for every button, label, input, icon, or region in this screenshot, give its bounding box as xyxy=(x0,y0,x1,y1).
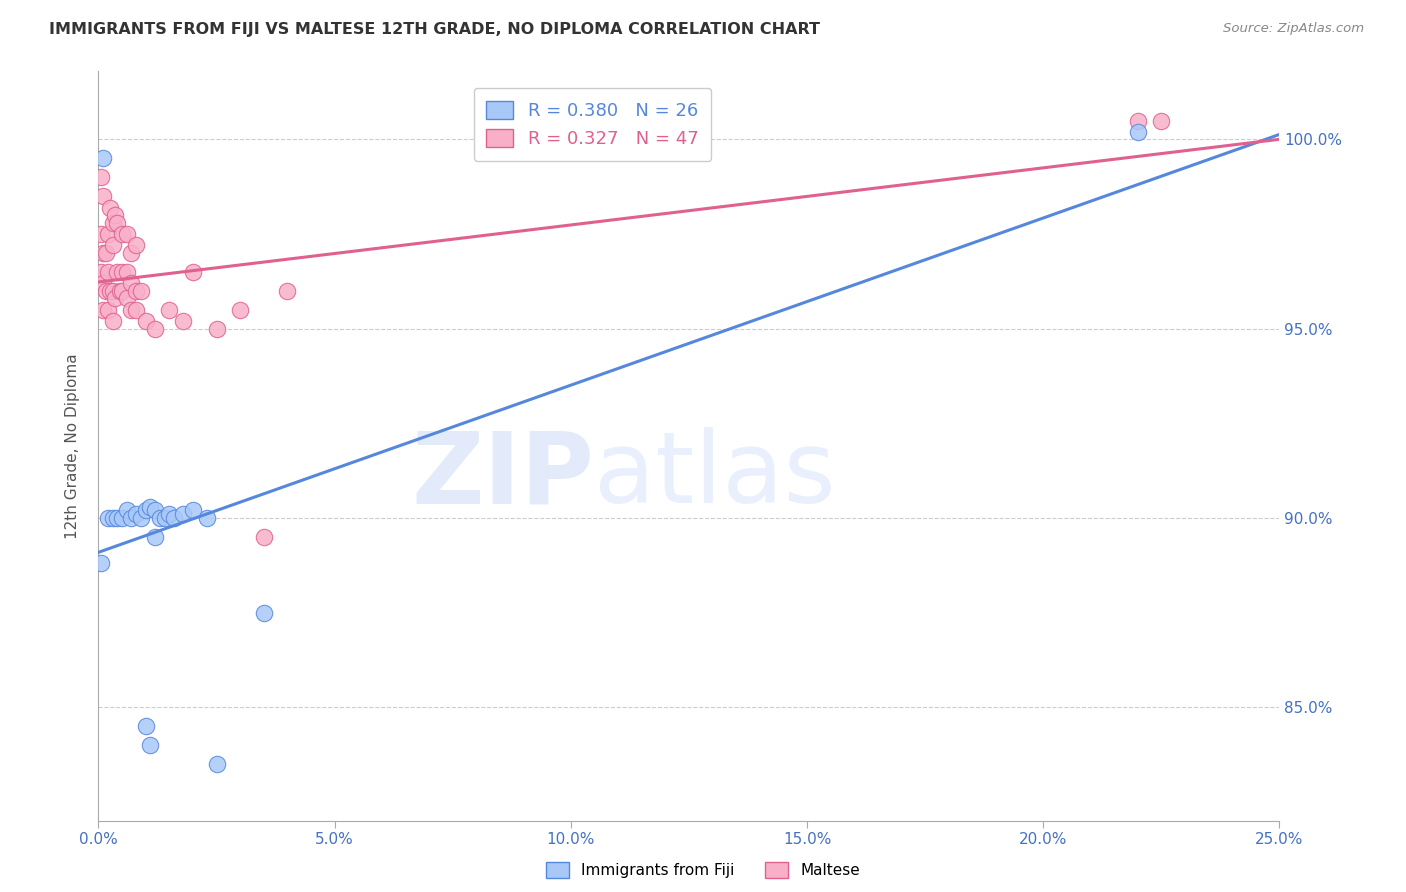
Immigrants from Fiji xyxy=(97,511,120,525)
Maltese xyxy=(253,530,276,544)
Maltese xyxy=(90,170,112,185)
Immigrants from Fiji xyxy=(129,511,152,525)
Maltese xyxy=(101,284,124,298)
Immigrants from Fiji xyxy=(139,500,162,514)
Maltese xyxy=(91,189,114,203)
Maltese xyxy=(115,292,138,306)
Text: ZIP: ZIP xyxy=(412,427,595,524)
Maltese xyxy=(105,216,128,230)
Maltese xyxy=(101,216,124,230)
Immigrants from Fiji xyxy=(135,719,157,733)
Maltese xyxy=(143,321,166,335)
Maltese xyxy=(205,321,228,335)
Immigrants from Fiji xyxy=(195,511,218,525)
Maltese xyxy=(125,238,148,252)
Maltese xyxy=(104,208,127,222)
Maltese xyxy=(91,246,114,260)
Maltese xyxy=(111,265,134,279)
Immigrants from Fiji xyxy=(143,530,166,544)
Immigrants from Fiji xyxy=(105,511,128,525)
Maltese xyxy=(157,302,180,317)
Text: IMMIGRANTS FROM FIJI VS MALTESE 12TH GRADE, NO DIPLOMA CORRELATION CHART: IMMIGRANTS FROM FIJI VS MALTESE 12TH GRA… xyxy=(49,22,820,37)
Maltese xyxy=(121,277,143,291)
Maltese xyxy=(94,284,117,298)
Maltese xyxy=(121,302,143,317)
Maltese xyxy=(1150,113,1173,128)
Maltese xyxy=(98,284,121,298)
Immigrants from Fiji xyxy=(115,503,138,517)
Immigrants from Fiji xyxy=(172,507,194,521)
Text: atlas: atlas xyxy=(595,427,837,524)
Maltese xyxy=(115,227,138,241)
Immigrants from Fiji xyxy=(111,511,134,525)
Immigrants from Fiji xyxy=(181,503,204,517)
Maltese xyxy=(111,284,134,298)
Maltese xyxy=(135,314,157,328)
Legend: Immigrants from Fiji, Maltese: Immigrants from Fiji, Maltese xyxy=(540,856,866,884)
Y-axis label: 12th Grade, No Diploma: 12th Grade, No Diploma xyxy=(65,353,80,539)
Maltese xyxy=(121,246,143,260)
Immigrants from Fiji xyxy=(153,511,176,525)
Immigrants from Fiji xyxy=(139,738,162,752)
Maltese xyxy=(108,284,131,298)
Immigrants from Fiji xyxy=(253,606,276,620)
Maltese xyxy=(90,265,112,279)
Immigrants from Fiji xyxy=(91,152,114,166)
Maltese xyxy=(181,265,204,279)
Immigrants from Fiji xyxy=(101,511,124,525)
Immigrants from Fiji xyxy=(125,507,148,521)
Maltese xyxy=(97,227,120,241)
Immigrants from Fiji xyxy=(121,511,143,525)
Immigrants from Fiji xyxy=(143,503,166,517)
Maltese xyxy=(172,314,194,328)
Maltese xyxy=(125,302,148,317)
Maltese xyxy=(105,265,128,279)
Text: Source: ZipAtlas.com: Source: ZipAtlas.com xyxy=(1223,22,1364,36)
Maltese xyxy=(129,284,152,298)
Maltese xyxy=(98,201,121,215)
Maltese xyxy=(125,284,148,298)
Maltese xyxy=(115,265,138,279)
Legend: R = 0.380   N = 26, R = 0.327   N = 47: R = 0.380 N = 26, R = 0.327 N = 47 xyxy=(474,88,711,161)
Maltese xyxy=(1126,113,1149,128)
Maltese xyxy=(97,265,120,279)
Maltese xyxy=(229,302,252,317)
Immigrants from Fiji xyxy=(163,511,186,525)
Maltese xyxy=(97,302,120,317)
Maltese xyxy=(90,227,112,241)
Maltese xyxy=(91,302,114,317)
Immigrants from Fiji xyxy=(1126,125,1149,139)
Immigrants from Fiji xyxy=(157,507,180,521)
Maltese xyxy=(276,284,298,298)
Maltese xyxy=(101,314,124,328)
Immigrants from Fiji xyxy=(205,756,228,771)
Maltese xyxy=(104,292,127,306)
Maltese xyxy=(101,238,124,252)
Maltese xyxy=(94,246,117,260)
Maltese xyxy=(91,277,114,291)
Immigrants from Fiji xyxy=(90,557,112,571)
Immigrants from Fiji xyxy=(135,503,157,517)
Maltese xyxy=(111,227,134,241)
Immigrants from Fiji xyxy=(149,511,172,525)
